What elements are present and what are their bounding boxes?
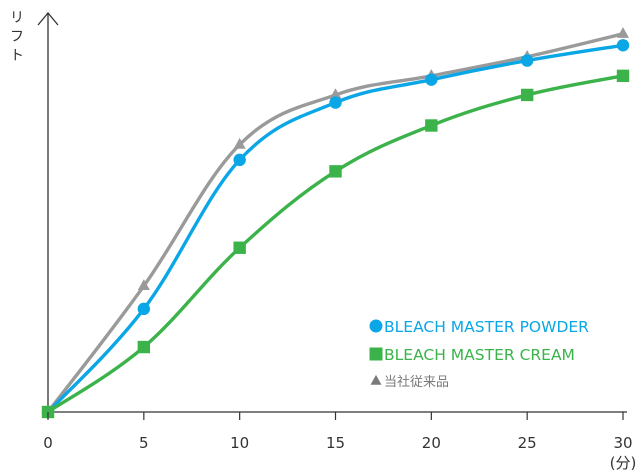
x-ticks: 0 5 10 15 20 25 30 [43, 412, 633, 452]
data-point-circle [137, 302, 151, 316]
data-point-triangle [137, 279, 150, 291]
legend-marker-circle [369, 319, 383, 333]
data-point-triangle [233, 137, 246, 149]
data-point-triangle [617, 27, 629, 38]
legend-item-triangle: 当社従来品 [370, 374, 449, 390]
data-point-square [233, 241, 246, 254]
axes [37, 11, 627, 413]
data-point-triangle [329, 88, 342, 100]
legend-item-square: BLEACH MASTER CREAM [369, 346, 575, 364]
legend: BLEACH MASTER POWDER BLEACH MASTER CREAM 当… [369, 318, 589, 390]
data-point-circle [520, 54, 534, 67]
data-point-circle [616, 39, 630, 52]
legend-label-square: BLEACH MASTER CREAM [384, 346, 575, 364]
series-square [41, 69, 630, 419]
legend-marker-square [369, 347, 383, 361]
x-tick-label: 0 [43, 434, 53, 452]
legend-marker-triangle [370, 374, 382, 385]
y-axis-label-char: フ [10, 29, 24, 45]
x-tick-label: 15 [326, 434, 345, 452]
legend-item-circle: BLEACH MASTER POWDER [369, 318, 589, 336]
legend-label-triangle: 当社従来品 [384, 374, 449, 390]
x-tick-label: 10 [230, 434, 249, 452]
y-axis-label: リフト [10, 10, 24, 64]
data-point-square [329, 165, 342, 178]
x-tick-label: 20 [422, 434, 441, 452]
data-point-circle [233, 153, 246, 167]
data-point-square [425, 119, 438, 132]
x-axis-unit-label: (分) [610, 454, 637, 472]
x-tick-label: 25 [518, 434, 537, 452]
y-axis-label-char: リ [10, 10, 24, 26]
data-point-circle [425, 73, 438, 86]
data-point-square [616, 69, 630, 83]
y-axis-arrow [37, 11, 59, 26]
x-tick-label: 5 [139, 434, 149, 452]
data-point-square [520, 88, 534, 102]
x-tick-label: 30 [613, 434, 632, 452]
data-point-square [137, 340, 151, 354]
data-point-circle [329, 96, 342, 109]
series-layer [41, 27, 630, 419]
legend-label-circle: BLEACH MASTER POWDER [384, 318, 589, 336]
y-axis-label-char: ト [10, 48, 24, 64]
